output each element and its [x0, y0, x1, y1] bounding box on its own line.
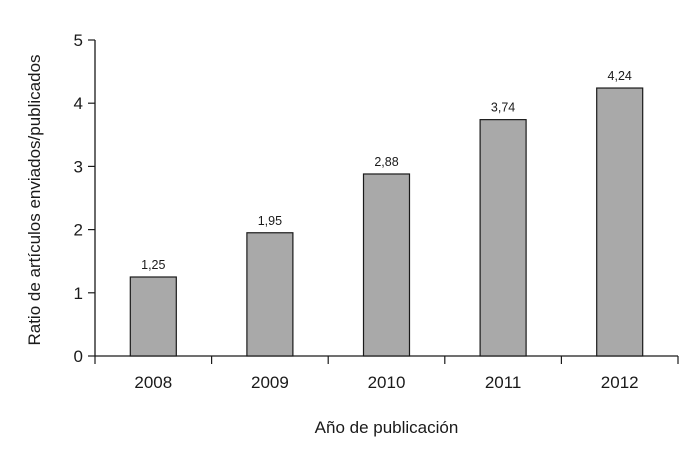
y-tick-label: 5: [74, 31, 83, 50]
data-label-2011: 3,74: [491, 101, 515, 115]
bar-2012: [596, 87, 644, 357]
y-tick-label: 3: [74, 157, 83, 176]
y-tick-label: 4: [74, 94, 83, 113]
x-tick-label: 2010: [368, 373, 406, 392]
x-axis: 2008 2009 2010 2011 2012: [94, 355, 679, 392]
x-axis-title: Año de publicación: [315, 418, 459, 437]
data-label-2012: 4,24: [608, 69, 632, 83]
bar-2010: [362, 173, 411, 357]
data-label-2008: 1,25: [141, 258, 165, 272]
y-axis: 0 1 2 3 4 5: [74, 31, 96, 366]
y-tick-label: 1: [74, 284, 83, 303]
bars: [129, 87, 644, 357]
y-tick-label: 0: [74, 347, 83, 366]
y-tick-label: 2: [74, 221, 83, 240]
x-tick-label: 2012: [601, 373, 639, 392]
bar-2011: [479, 119, 527, 357]
data-label-2010: 2,88: [374, 155, 398, 169]
bar-2009: [246, 232, 294, 357]
data-labels: 1,25 1,95 2,88 3,74 4,24: [141, 69, 632, 272]
data-label-2009: 1,95: [258, 214, 282, 228]
x-tick-label: 2009: [251, 373, 289, 392]
y-axis-title: Ratio de artículos enviados/publicados: [25, 54, 44, 345]
x-tick-label: 2008: [134, 373, 172, 392]
x-tick-label: 2011: [485, 373, 522, 392]
bar-2008: [129, 276, 177, 357]
